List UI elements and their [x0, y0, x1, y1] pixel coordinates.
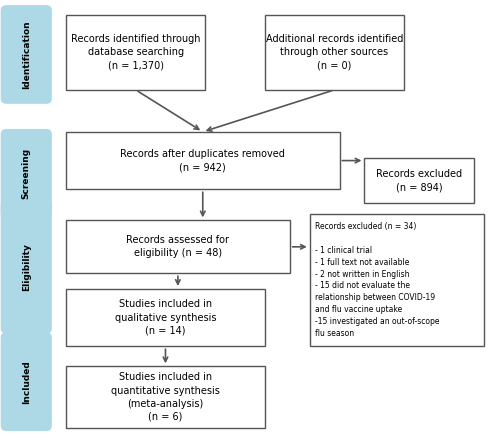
- Text: Records excluded
(n = 894): Records excluded (n = 894): [376, 169, 462, 192]
- FancyBboxPatch shape: [265, 15, 404, 90]
- FancyBboxPatch shape: [310, 214, 484, 346]
- FancyBboxPatch shape: [66, 220, 290, 273]
- FancyBboxPatch shape: [66, 366, 265, 428]
- FancyBboxPatch shape: [66, 132, 340, 189]
- FancyBboxPatch shape: [2, 129, 51, 218]
- Text: Records assessed for
eligibility (n = 48): Records assessed for eligibility (n = 48…: [126, 235, 230, 259]
- FancyBboxPatch shape: [2, 333, 51, 430]
- Text: Eligibility: Eligibility: [22, 243, 31, 291]
- Text: Identification: Identification: [22, 20, 31, 89]
- Text: Additional records identified
through other sources
(n = 0): Additional records identified through ot…: [266, 34, 403, 70]
- FancyBboxPatch shape: [2, 200, 51, 333]
- Text: Studies included in
quantitative synthesis
(meta-analysis)
(n = 6): Studies included in quantitative synthes…: [111, 372, 220, 422]
- Text: Records excluded (n = 34)

- 1 clinical trial
- 1 full text not available
- 2 no: Records excluded (n = 34) - 1 clinical t…: [314, 222, 439, 338]
- Text: Records identified through
database searching
(n = 1,370): Records identified through database sear…: [71, 34, 200, 70]
- FancyBboxPatch shape: [364, 158, 474, 202]
- FancyBboxPatch shape: [66, 15, 205, 90]
- Text: Records after duplicates removed
(n = 942): Records after duplicates removed (n = 94…: [120, 149, 285, 172]
- Text: Included: Included: [22, 360, 31, 404]
- FancyBboxPatch shape: [2, 6, 51, 103]
- FancyBboxPatch shape: [66, 289, 265, 346]
- Text: Screening: Screening: [22, 148, 31, 199]
- Text: Studies included in
qualitative synthesis
(n = 14): Studies included in qualitative synthesi…: [114, 299, 216, 336]
